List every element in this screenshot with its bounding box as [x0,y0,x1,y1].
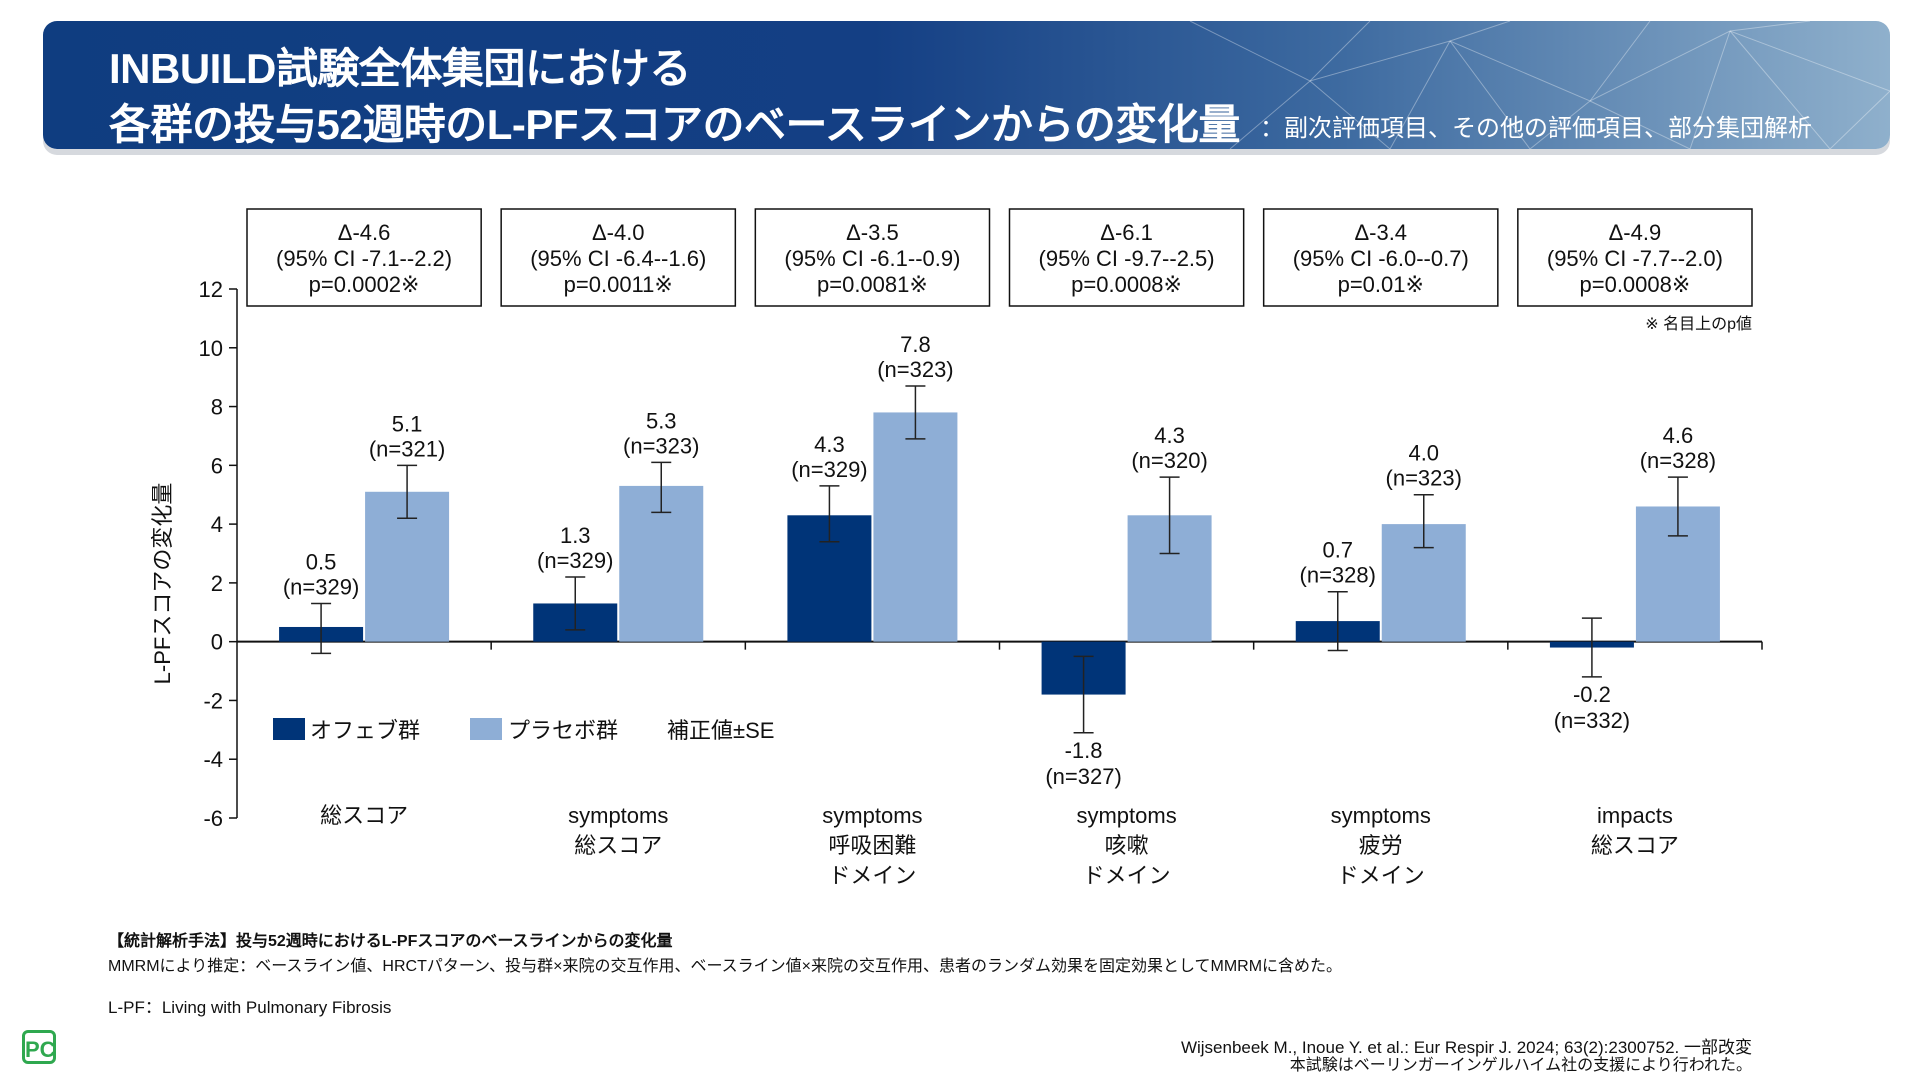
data-label: 0.5 [306,549,337,574]
annotation-box [246,208,482,307]
n-label: (n=328) [1300,563,1376,588]
annotation-delta: Δ-4.0 [592,220,645,245]
n-label: (n=320) [1131,448,1207,473]
data-label: 4.0 [1408,441,1439,466]
data-label: 4.3 [1154,423,1185,448]
x-category-label: symptoms [822,803,922,828]
y-tick-label: 10 [199,336,223,361]
legend-swatch-ofev [273,718,305,740]
annotation-box [500,208,737,307]
annotation-box [1008,208,1245,307]
n-label: (n=323) [1386,466,1462,491]
x-category-label: impacts [1597,803,1673,828]
citation: Wijsenbeek M., Inoue Y. et al.: Eur Resp… [1180,1038,1752,1057]
x-category-label: 咳嗽 [1105,833,1149,858]
annotation-ci: (95% CI -7.7--2.0) [1547,246,1723,271]
annotation-p: p=0.0008※ [1580,272,1691,297]
annotation-p: p=0.0011※ [564,272,673,297]
legend-label-placebo: プラセボ群 [508,718,618,743]
y-tick-label: 6 [211,453,223,478]
annotation-ci: (95% CI -6.1--0.9) [784,246,960,271]
y-axis-title: L-PFスコアの変化量 [150,483,175,685]
header-banner: INBUILD試験全体集団における 各群の投与52週時のL-PFスコアのベースラ… [43,21,1890,149]
annotation-delta: Δ-6.1 [1100,220,1153,245]
method-text: MMRMにより推定：ベースライン値、HRCTパターン、投与群×来院の交互作用、ベ… [108,958,1343,975]
page-title-line2: 各群の投与52週時のL-PFスコアのベースラインからの変化量 [109,101,1240,148]
nominal-p-note: ※ 名目上のp値 [1645,315,1752,333]
x-category-label: 呼吸困難 [828,833,916,858]
n-label: (n=329) [283,574,359,599]
data-label: -1.8 [1065,738,1103,763]
annotation-delta: Δ-3.4 [1354,220,1407,245]
n-label: (n=323) [623,433,699,458]
y-tick-label: 0 [211,630,223,655]
abbreviation-note: L-PF：Living with Pulmonary Fibrosis [108,998,392,1017]
data-label: 4.6 [1663,423,1694,448]
y-tick-label: -6 [203,806,223,831]
n-label: (n=321) [369,436,445,461]
data-label: -0.2 [1573,682,1611,707]
y-tick-label: -2 [203,688,223,713]
annotation-box [1517,208,1753,307]
page-subtitle: ：副次評価項目、その他の評価項目、部分集団解析 [1260,115,1812,142]
legend-label-ofev: オフェブ群 [310,718,420,743]
data-label: 5.3 [646,408,677,433]
x-category-label: 総スコア [1591,833,1679,858]
data-label: 1.3 [560,523,591,548]
x-category-label: 総スコア [320,803,408,828]
data-label: 0.7 [1322,538,1353,563]
support-note: 本試験はベーリンガーインゲルハイム社の支援により行われた。 [1289,1057,1752,1074]
annotation-ci: (95% CI -6.0--0.7) [1293,246,1469,271]
annotation-ci: (95% CI -9.7--2.5) [1039,246,1215,271]
mesh-pattern-icon [1189,21,1890,149]
annotation-p: p=0.0081※ [817,272,928,297]
n-label: (n=329) [791,457,867,482]
y-tick-label: 2 [211,571,223,596]
x-category-label: ドメイン [1083,863,1171,888]
data-label: 7.8 [900,332,931,357]
method-title: 【統計解析手法】投与52週時におけるL-PFスコアのベースラインからの変化量 [108,933,673,950]
n-label: (n=323) [877,357,953,382]
n-label: (n=327) [1045,764,1121,789]
annotation-delta: Δ-3.5 [846,220,899,245]
annotation-box [754,208,991,307]
x-category-label: 総スコア [574,833,662,858]
x-category-label: symptoms [1331,803,1431,828]
annotation-ci: (95% CI -6.4--1.6) [530,246,706,271]
x-category-label: symptoms [1076,803,1176,828]
data-label: 5.1 [392,411,423,436]
x-category-label: symptoms [568,803,668,828]
legend-se-note: 補正値±SE [667,718,774,743]
n-label: (n=328) [1640,448,1716,473]
annotation-p: p=0.01※ [1338,272,1424,297]
y-tick-label: 4 [211,512,223,537]
data-label: 4.3 [814,432,845,457]
page-title-line1: INBUILD試験全体集団における [109,45,691,92]
x-category-label: ドメイン [828,863,916,888]
logo: PC [22,1030,56,1064]
n-label: (n=329) [537,548,613,573]
annotation-box [1262,208,1499,307]
annotation-p: p=0.0008※ [1071,272,1182,297]
n-label: (n=332) [1554,708,1630,733]
x-category-label: 疲労 [1359,833,1403,858]
x-category-label: ドメイン [1337,863,1425,888]
annotation-delta: Δ-4.6 [338,220,391,245]
annotation-p: p=0.0002※ [309,272,420,297]
annotation-delta: Δ-4.9 [1609,220,1662,245]
y-tick-label: 12 [199,277,223,302]
y-tick-label: 8 [211,395,223,420]
y-tick-label: -4 [203,747,223,772]
legend-swatch-placebo [470,718,502,740]
annotation-ci: (95% CI -7.1--2.2) [276,246,452,271]
bar-placebo [873,412,958,642]
